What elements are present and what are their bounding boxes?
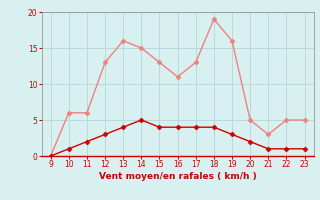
X-axis label: Vent moyen/en rafales ( km/h ): Vent moyen/en rafales ( km/h ): [99, 172, 256, 181]
